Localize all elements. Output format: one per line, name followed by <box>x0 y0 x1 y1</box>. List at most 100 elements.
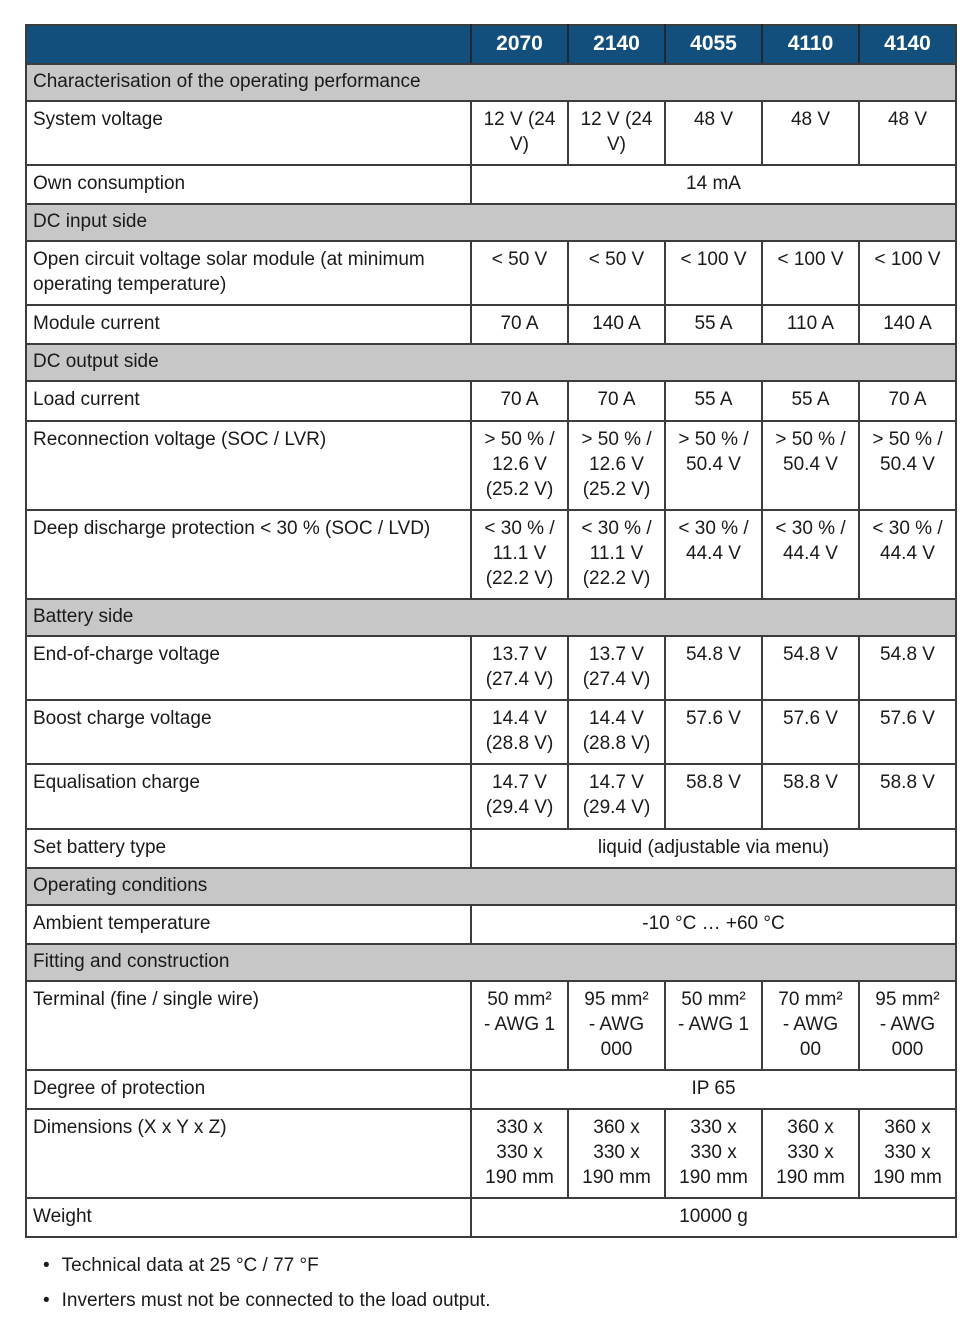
row-label: End-of-charge voltage <box>25 635 472 702</box>
section-row: Characterisation of the operating perfor… <box>25 62 957 102</box>
section-label: Battery side <box>25 597 957 638</box>
table-row: Weight 10000 g <box>25 1197 957 1239</box>
table-row: Equalisation charge 14.7 V (29.4 V) 14.7 V… <box>25 763 957 830</box>
table-row: Reconnection voltage (SOC / LVR) > 50 % /… <box>25 419 957 511</box>
cell-value: 12 V (24 V) <box>470 99 569 166</box>
cell-value: < 100 V <box>761 240 860 307</box>
cell-value: 10000 g <box>470 1197 957 1239</box>
cell-value: 140 A <box>858 304 957 346</box>
row-label: Weight <box>25 1197 472 1239</box>
cell-value: < 50 V <box>567 240 666 307</box>
row-label: Reconnection voltage (SOC / LVR) <box>25 419 472 511</box>
header-cell-model: 2070 <box>470 24 569 65</box>
table-row: Own consumption 14 mA <box>25 163 957 206</box>
row-label: Open circuit voltage solar module (at mi… <box>25 240 472 307</box>
cell-value: 58.8 V <box>858 763 957 830</box>
table-row: System voltage 12 V (24 V) 12 V (24 V) 48 V… <box>25 99 957 166</box>
header-cell-model: 4110 <box>761 24 860 65</box>
cell-value: 14.7 V (29.4 V) <box>567 763 666 830</box>
cell-value: < 100 V <box>664 240 763 307</box>
cell-value: 14 mA <box>470 163 957 206</box>
table-row: Set battery type liquid (adjustable via m… <box>25 827 957 869</box>
cell-value: 50 mm² - AWG 1 <box>470 979 569 1072</box>
cell-value: < 50 V <box>470 240 569 307</box>
section-label: Operating conditions <box>25 866 957 906</box>
cell-value: 70 A <box>470 304 569 346</box>
cell-value: 360 x 330 x 190 mm <box>858 1108 957 1200</box>
cell-value: 70 A <box>858 380 957 422</box>
cell-value: 54.8 V <box>761 635 860 702</box>
row-label: Deep discharge protection < 30 % (SOC / … <box>25 508 472 600</box>
cell-value: 140 A <box>567 304 666 346</box>
cell-value: 57.6 V <box>664 699 763 766</box>
row-label: Load current <box>25 380 472 422</box>
section-row: Fitting and construction <box>25 942 957 982</box>
footnote-text: Technical data at 25 °C / 77 °F <box>61 1255 319 1277</box>
table-row: Boost charge voltage 14.4 V (28.8 V) 14.4 … <box>25 699 957 766</box>
cell-value: 70 A <box>470 380 569 422</box>
cell-value: 13.7 V (27.4 V) <box>567 635 666 702</box>
table-row: End-of-charge voltage 13.7 V (27.4 V) 13.7… <box>25 635 957 702</box>
header-cell-model: 4055 <box>664 24 763 65</box>
cell-value: 110 A <box>761 304 860 346</box>
cell-value: 54.8 V <box>858 635 957 702</box>
header-cell-model: 4140 <box>858 24 957 65</box>
cell-value: > 50 % / 50.4 V <box>858 419 957 511</box>
cell-value: 57.6 V <box>858 699 957 766</box>
section-label: Characterisation of the operating perfor… <box>25 62 957 102</box>
cell-value: 57.6 V <box>761 699 860 766</box>
footnote-item: • Technical data at 25 °C / 77 °F <box>43 1252 955 1280</box>
cell-value: 50 mm² - AWG 1 <box>664 979 763 1072</box>
table-row: Dimensions (X x Y x Z) 330 x 330 x 190 mm… <box>25 1108 957 1200</box>
cell-value: > 50 % / 12.6 V (25.2 V) <box>470 419 569 511</box>
section-row: DC input side <box>25 203 957 243</box>
cell-value: < 100 V <box>858 240 957 307</box>
row-label: Set battery type <box>25 827 472 869</box>
cell-value: 48 V <box>664 99 763 166</box>
cell-value: 13.7 V (27.4 V) <box>470 635 569 702</box>
cell-value: 95 mm² - AWG 000 <box>858 979 957 1072</box>
cell-value: 55 A <box>664 380 763 422</box>
row-label: Boost charge voltage <box>25 699 472 766</box>
cell-value: 330 x 330 x 190 mm <box>470 1108 569 1200</box>
cell-value: 12 V (24 V) <box>567 99 666 166</box>
row-label: Own consumption <box>25 163 472 206</box>
cell-value: 54.8 V <box>664 635 763 702</box>
cell-value: 14.4 V (28.8 V) <box>567 699 666 766</box>
cell-value: 48 V <box>761 99 860 166</box>
cell-value: IP 65 <box>470 1069 957 1111</box>
section-label: Fitting and construction <box>25 942 957 982</box>
row-label: Dimensions (X x Y x Z) <box>25 1108 472 1200</box>
section-label: DC input side <box>25 203 957 243</box>
cell-value: < 30 % / 11.1 V (22.2 V) <box>470 508 569 600</box>
table-row: Ambient temperature -10 °C … +60 °C <box>25 903 957 945</box>
row-label: Ambient temperature <box>25 903 472 945</box>
cell-value: > 50 % / 12.6 V (25.2 V) <box>567 419 666 511</box>
cell-value: 58.8 V <box>664 763 763 830</box>
header-row: 2070 2140 4055 4110 4140 <box>25 24 957 65</box>
cell-value: 95 mm² - AWG 000 <box>567 979 666 1072</box>
row-label: Equalisation charge <box>25 763 472 830</box>
cell-value: > 50 % / 50.4 V <box>664 419 763 511</box>
cell-value: 48 V <box>858 99 957 166</box>
table-row: Deep discharge protection < 30 % (SOC / … <box>25 508 957 600</box>
bullet-icon: • <box>43 1290 50 1311</box>
section-label: DC output side <box>25 343 957 383</box>
cell-value: < 30 % / 11.1 V (22.2 V) <box>567 508 666 600</box>
table-row: Open circuit voltage solar module (at mi… <box>25 240 957 307</box>
cell-value: 58.8 V <box>761 763 860 830</box>
cell-value: -10 °C … +60 °C <box>470 903 957 945</box>
header-cell-model: 2140 <box>567 24 666 65</box>
cell-value: 70 A <box>567 380 666 422</box>
cell-value: < 30 % / 44.4 V <box>858 508 957 600</box>
cell-value: 360 x 330 x 190 mm <box>761 1108 860 1200</box>
cell-value: 70 mm² - AWG 00 <box>761 979 860 1072</box>
section-row: Battery side <box>25 597 957 638</box>
spec-table: 2070 2140 4055 4110 4140 Characterisatio… <box>25 24 957 1239</box>
cell-value: 330 x 330 x 190 mm <box>664 1108 763 1200</box>
table-row: Module current 70 A 140 A 55 A 110 A 140 A <box>25 304 957 346</box>
table-row: Load current 70 A 70 A 55 A 55 A 70 A <box>25 380 957 422</box>
row-label: Terminal (fine / single wire) <box>25 979 472 1072</box>
footnote-text: Inverters must not be connected to the l… <box>61 1290 491 1311</box>
